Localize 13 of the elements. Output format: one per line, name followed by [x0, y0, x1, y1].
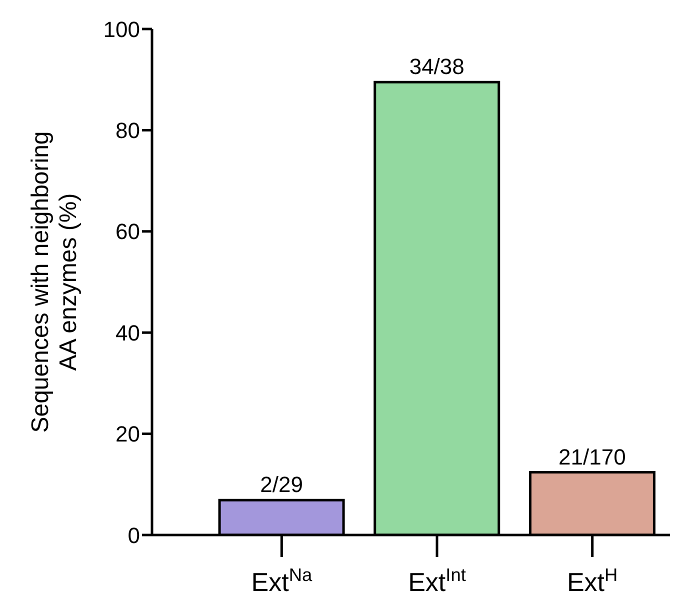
data-label: 34/38	[409, 54, 464, 80]
y-tick-label: 80	[116, 118, 140, 144]
x-tick-label: Ext$^{H}$	[566, 565, 618, 597]
x-tick-label: Ext$^{Na}$	[251, 565, 313, 597]
y-tick-label: 0	[128, 522, 140, 548]
y-axis-title: Sequences with neighboring AA enzymes (%)	[27, 131, 82, 433]
y-tick-label: 40	[116, 320, 140, 346]
y-tick-label: 100	[103, 16, 140, 42]
x-tick-label: Ext$^{Int}$	[408, 565, 466, 597]
data-label: 21/170	[558, 444, 626, 470]
data-label: 2/29	[260, 472, 303, 498]
y-tick-label: 60	[116, 219, 140, 244]
y-tick-label: 20	[116, 422, 140, 447]
